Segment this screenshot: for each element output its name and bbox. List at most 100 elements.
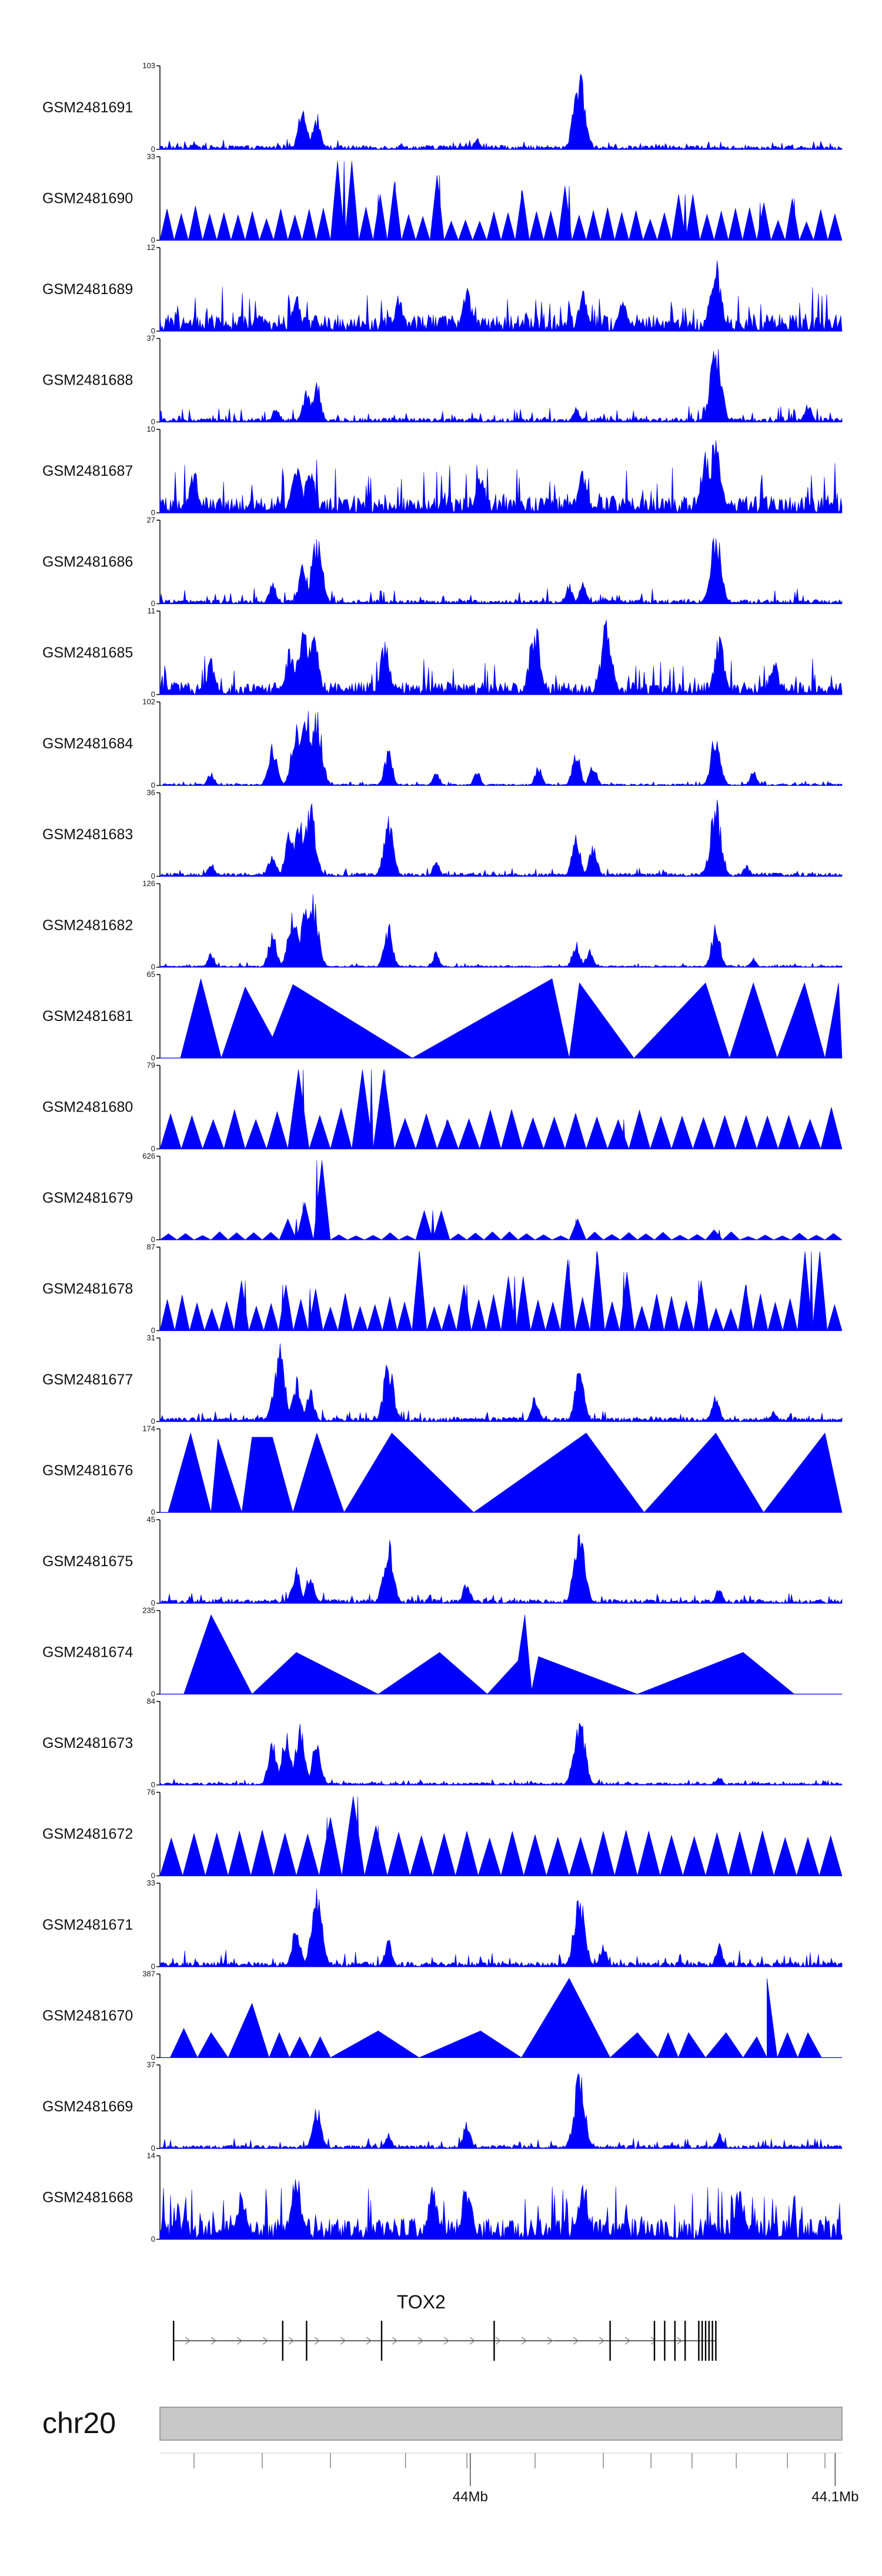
strand-arrow [366,2337,372,2345]
signal-area [160,1432,843,1513]
y-max-label: 37 [147,2060,155,2069]
y-min-label: 0 [151,326,155,335]
y-min-label: 0 [151,236,155,245]
track-GSM2481674: GSM2481674 235 0 [42,1606,842,1699]
strand-arrow [236,2337,243,2345]
track-label: GSM2481691 [42,99,133,116]
strand-arrow [676,2337,683,2345]
y-min-label: 0 [151,2144,155,2153]
track-label: GSM2481673 [42,1735,133,1751]
signal-area [159,620,843,695]
signal-area [159,1722,843,1786]
signal-area [159,2179,843,2240]
strand-arrow [392,2337,398,2345]
y-min-label: 0 [151,2235,155,2244]
signal-area [159,1533,843,1604]
signal-area [159,161,843,241]
track-GSM2481668: GSM2481668 14 0 [42,2151,843,2244]
signal-area [159,1160,843,1241]
y-max-label: 37 [147,334,155,343]
x-tick-label-44-1mb: 44.1Mb [811,2489,858,2505]
strand-arrow [573,2337,579,2345]
track-label: GSM2481679 [42,1190,133,1206]
track-label: GSM2481680 [42,1099,133,1116]
track-GSM2481678: GSM2481678 87 0 [42,1243,843,1335]
signal-tracks: GSM24816911030GSM2481690330GSM2481689120… [42,61,843,2244]
signal-area [159,349,843,423]
gene-name-label: TOX2 [397,2291,446,2313]
signal-area [159,1251,843,1332]
y-max-label: 12 [147,243,155,252]
track-label: GSM2481672 [42,1826,133,1843]
y-min-label: 0 [151,1144,155,1153]
chromosome-bar [159,2407,843,2441]
track-label: GSM2481671 [42,1917,133,1933]
y-min-label: 0 [151,690,155,699]
y-min-label: 0 [151,781,155,790]
y-max-label: 10 [147,425,155,433]
y-max-label: 235 [142,1606,155,1615]
track-GSM2481690: GSM2481690 33 0 [42,152,843,245]
chromosome-ideogram: chr20 44Mb 44.1Mb [42,2407,858,2505]
strand-arrow [211,2337,217,2345]
strand-arrow [599,2337,605,2345]
strand-arrow [521,2337,527,2345]
strand-arrow [417,2337,424,2345]
signal-area [159,1888,843,1968]
strand-arrow [469,2337,476,2345]
track-label: GSM2481689 [42,281,133,298]
y-min-label: 0 [151,1508,155,1517]
y-max-label: 27 [147,516,155,525]
y-min-label: 0 [151,508,155,517]
strand-arrow [185,2337,191,2345]
y-min-label: 0 [151,1326,155,1335]
y-min-label: 0 [151,2053,155,2062]
y-min-label: 0 [151,1235,155,1244]
y-max-label: 33 [147,1878,155,1887]
y-min-label: 0 [151,1962,155,1971]
track-GSM2481679: GSM2481679 626 0 [42,1152,843,1244]
gene-track: TOX2 [173,2291,717,2361]
track-GSM2481684: GSM2481684 102 0 [42,698,843,790]
y-min-label: 0 [151,1053,155,1062]
track-label: GSM2481678 [42,1281,133,1297]
y-max-label: 36 [147,788,155,797]
track-label: GSM2481688 [42,372,133,389]
x-tick-label-44mb: 44Mb [453,2489,488,2505]
y-min-label: 0 [151,1599,155,1607]
track-GSM2481671: GSM2481671 33 0 [42,1878,843,1971]
y-max-label: 76 [147,1788,155,1797]
y-min-label: 0 [151,145,155,154]
strand-arrow [547,2337,553,2345]
track-label: GSM2481686 [42,554,133,570]
track-GSM2481673: GSM2481673 84 0 [42,1697,843,1789]
track-label: GSM2481675 [42,1553,133,1570]
track-GSM2481688: GSM2481688 37 0 [42,334,843,426]
signal-area [159,538,843,605]
y-min-label: 0 [151,1780,155,1789]
track-GSM2481675: GSM2481675 45 0 [42,1515,843,1607]
signal-area [159,710,843,786]
track-label: GSM2481674 [42,1644,133,1661]
strand-arrow [314,2337,320,2345]
strand-arrow [443,2337,450,2345]
track-GSM2481677: GSM2481677 31 0 [42,1333,843,1426]
strand-arrow [650,2337,657,2345]
track-label: GSM2481687 [42,463,133,479]
strand-arrow [340,2337,346,2345]
track-GSM2481681: GSM2481681 65 0 [42,970,843,1062]
signal-area [180,978,843,1059]
y-min-label: 0 [151,872,155,880]
signal-area [159,74,843,151]
y-max-label: 79 [147,1061,155,1070]
y-max-label: 31 [147,1333,155,1342]
track-GSM2481683: GSM2481683 36 0 [42,788,843,880]
y-min-label: 0 [151,963,155,972]
y-max-label: 14 [147,2151,155,2160]
signal-area [169,1977,822,2058]
track-GSM2481691: GSM2481691 103 0 [42,61,843,154]
track-label: GSM2481681 [42,1008,133,1025]
y-max-label: 87 [147,1243,155,1252]
track-GSM2481686: GSM2481686 27 0 [42,516,843,608]
track-GSM2481682: GSM2481682 126 0 [42,879,843,972]
